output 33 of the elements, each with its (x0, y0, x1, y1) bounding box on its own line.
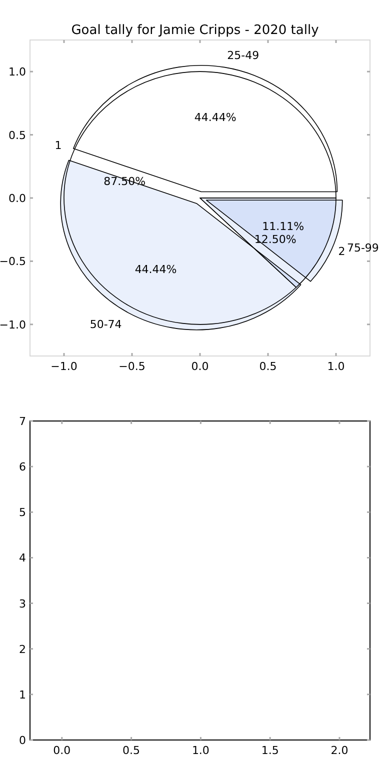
y-tick-label: −1.0 (0, 318, 26, 332)
slice-label: 1 (54, 138, 62, 152)
slice-label: 2 (338, 245, 346, 258)
data-label: 44.44% (134, 263, 177, 276)
y-tick-label: 4 (19, 552, 26, 565)
slice-label: 50-74 (90, 318, 122, 331)
data-label: 44.44% (194, 111, 236, 124)
y-tick-label: −0.5 (0, 255, 26, 268)
y-tick-label: 6 (19, 460, 26, 474)
y-tick-label: 1.0 (8, 66, 26, 79)
y-tick-label: 0.5 (8, 128, 26, 142)
x-tick-label: 2.0 (330, 744, 348, 757)
y-tick-label: 5 (19, 506, 26, 520)
data-label: 12.50% (254, 233, 296, 246)
x-tick-label: 0.0 (191, 360, 209, 373)
data-label: 11.11% (262, 220, 304, 234)
x-tick-label: 1.0 (192, 744, 210, 757)
slice-label: 75-99 (346, 242, 379, 255)
chart-title: Goal tally for Jamie Cripps - 2020 tally (71, 23, 320, 38)
y-tick-label: 0 (19, 734, 26, 747)
x-tick-label: 0.5 (122, 744, 140, 757)
x-tick-label: 1.0 (327, 360, 345, 373)
slice-label: 25-49 (227, 48, 260, 62)
y-tick-label: 0.0 (8, 192, 26, 205)
x-tick-label: 0.5 (259, 360, 277, 373)
y-tick-label: 3 (19, 597, 26, 610)
x-tick-label: −0.5 (118, 360, 146, 373)
y-tick-label: 7 (19, 415, 26, 428)
y-tick-label: 2 (19, 642, 26, 656)
x-tick-label: −1.0 (50, 360, 78, 373)
x-tick-label: 1.5 (261, 744, 279, 757)
y-tick-label: 1 (19, 688, 26, 702)
x-tick-label: 0.0 (53, 744, 71, 757)
